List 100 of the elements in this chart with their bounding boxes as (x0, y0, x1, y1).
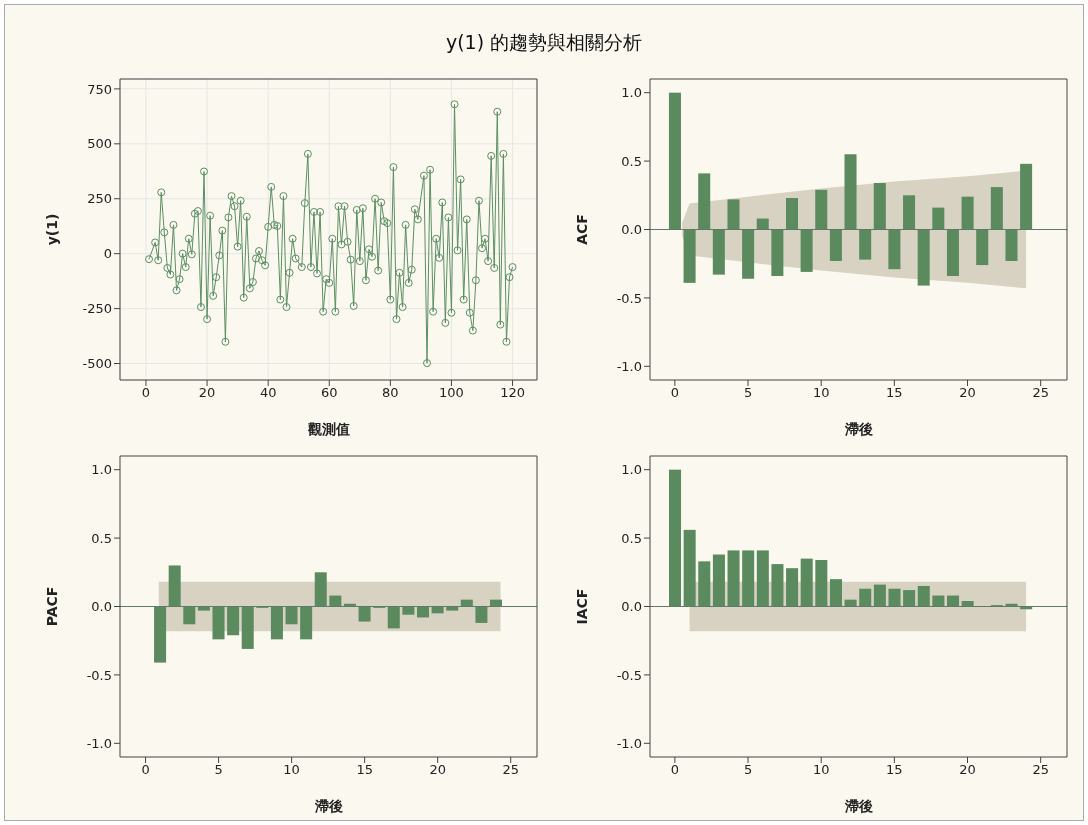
y-tick-label: 750 (87, 81, 112, 97)
y-tick-label: 250 (87, 191, 112, 207)
y-tick-label: -0.5 (86, 667, 112, 683)
bar (903, 590, 916, 607)
x-tick-label: 15 (886, 762, 903, 778)
bar (756, 550, 769, 607)
bar (683, 529, 696, 607)
bar (285, 606, 298, 625)
x-axis-title: 滯後 (313, 798, 343, 814)
x-tick-label: 20 (959, 385, 976, 401)
x-tick-label: 25 (1032, 762, 1049, 778)
x-tick-label: 20 (198, 385, 216, 401)
x-tick-label: 60 (320, 385, 338, 401)
x-tick-label: 25 (502, 762, 519, 778)
bar (227, 606, 240, 636)
y-tick-label: -0.5 (616, 290, 642, 306)
x-tick-label: 0 (670, 762, 680, 778)
bar (358, 606, 371, 622)
x-tick-label: 5 (743, 385, 753, 401)
bar (771, 229, 784, 277)
y-tick-label: 0.5 (621, 153, 642, 169)
y-tick-label: -1.0 (86, 735, 112, 751)
bar (329, 595, 342, 607)
bar (888, 229, 901, 270)
bar (990, 187, 1003, 230)
x-tick-label: 10 (283, 762, 300, 778)
bar (800, 558, 813, 607)
bar (873, 182, 886, 230)
bar (961, 196, 974, 230)
bar (300, 606, 313, 640)
y-tick-label: 0.0 (621, 599, 642, 615)
bar (668, 92, 681, 230)
y-tick-label: 1.0 (91, 462, 112, 478)
bar (786, 568, 799, 607)
bar (859, 229, 872, 260)
x-tick-label: 120 (500, 385, 525, 401)
x-tick-label: 20 (429, 762, 446, 778)
bar (1020, 163, 1033, 230)
bar (800, 229, 813, 272)
bar (416, 606, 429, 618)
y-axis-title: PACF (43, 586, 60, 627)
y-axis-title: y(1) (43, 213, 60, 246)
bar (712, 229, 725, 275)
y-tick-label: 0 (103, 246, 112, 262)
bar (844, 154, 857, 230)
bar (669, 469, 682, 607)
bar (387, 606, 400, 629)
bar (917, 585, 930, 607)
x-tick-label: 100 (439, 385, 464, 401)
y-tick-label: 0.0 (621, 222, 642, 238)
y-tick-label: -1.0 (616, 358, 642, 374)
bar (1005, 229, 1018, 261)
bar (742, 229, 755, 279)
x-tick-label: 10 (812, 762, 830, 778)
bar (270, 606, 283, 640)
x-axis-title: 滯後 (843, 421, 873, 437)
chart-title: y(1) 的趨勢與相關分析 (444, 30, 644, 55)
bar (917, 229, 930, 286)
bar (932, 207, 945, 230)
bar (727, 550, 740, 607)
bar (815, 559, 828, 607)
y-tick-label: -500 (82, 356, 112, 372)
bar (947, 595, 960, 607)
bar (888, 588, 901, 607)
bar (976, 229, 989, 266)
x-tick-label: 25 (1032, 385, 1049, 401)
y-tick-label: 500 (87, 136, 112, 152)
bar (475, 606, 488, 623)
x-tick-label: 0 (141, 762, 150, 778)
bar (727, 199, 740, 230)
x-tick-label: 5 (743, 762, 753, 778)
y-axis-title: ACF (573, 214, 590, 245)
x-axis-title: 滯後 (843, 798, 873, 814)
x-tick-label: 15 (356, 762, 373, 778)
y-tick-label: 0.0 (91, 599, 112, 615)
x-axis-title: 觀測值 (306, 421, 350, 437)
bar (785, 198, 799, 230)
x-tick-label: 0 (141, 385, 151, 401)
bar (815, 189, 828, 230)
bar (771, 564, 784, 607)
bar (932, 595, 945, 607)
y-tick-label: -0.5 (616, 667, 642, 683)
bar (946, 229, 959, 277)
bar (241, 606, 254, 649)
bar (212, 606, 225, 640)
x-tick-label: 80 (382, 385, 399, 401)
bar (829, 229, 842, 261)
bar (183, 606, 196, 625)
y-axis-title: IACF (573, 588, 590, 625)
bar (712, 554, 725, 607)
x-tick-label: 40 (259, 385, 277, 401)
bar (168, 565, 181, 607)
x-tick-label: 10 (812, 385, 830, 401)
bar (314, 572, 327, 607)
bar (829, 579, 842, 607)
bar (742, 550, 755, 607)
bar (859, 588, 872, 607)
bar (154, 606, 167, 663)
x-tick-label: 15 (886, 385, 903, 401)
x-tick-label: 20 (959, 762, 976, 778)
